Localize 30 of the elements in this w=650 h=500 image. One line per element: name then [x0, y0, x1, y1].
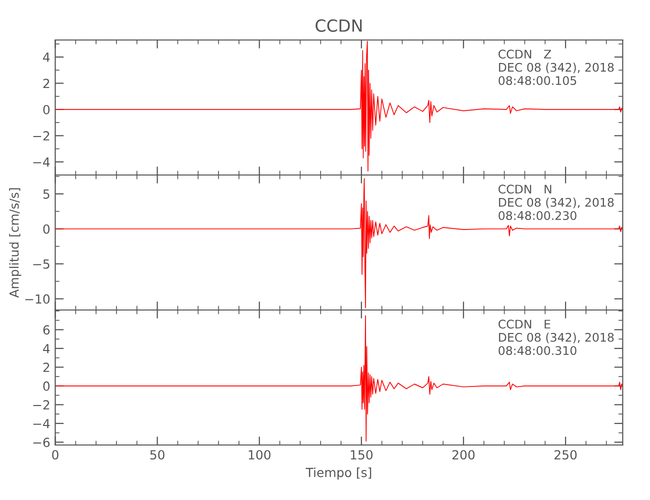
y-tick-label: −2: [33, 400, 50, 410]
x-tick-label: 0: [52, 450, 58, 460]
y-tick-label: 6: [43, 325, 50, 335]
y-tick-label: −2: [33, 131, 50, 140]
y-tick-label: 2: [43, 362, 50, 372]
y-tick-label: 5: [43, 190, 50, 199]
annotation: CCDN N DEC 08 (342), 2018 08:48:00.230: [498, 184, 614, 220]
y-axis-title: Amplitud [cm/s/s]: [9, 188, 22, 298]
x-tick-label: 50: [150, 450, 164, 460]
y-tick-label: 4: [43, 52, 50, 62]
x-tick-label: 100: [248, 450, 270, 460]
y-tick-label: 4: [43, 344, 50, 354]
chart-title: CCDN: [316, 19, 362, 32]
y-tick-label: 0: [43, 224, 50, 234]
x-tick-label: 200: [452, 450, 475, 460]
y-tick-label: −4: [33, 419, 50, 428]
y-tick-label: −5: [33, 259, 50, 269]
y-tick-label: −4: [33, 158, 50, 167]
y-tick-label: −6: [33, 438, 50, 448]
x-tick-label: 150: [350, 450, 373, 460]
y-tick-label: −10: [25, 294, 50, 304]
y-tick-label: 0: [43, 381, 50, 391]
y-tick-label: 2: [43, 78, 50, 88]
line-series: [55, 178, 623, 308]
annotation: CCDN Z DEC 08 (342), 2018 08:48:00.105: [498, 50, 614, 86]
x-tick-label: 250: [554, 450, 577, 460]
y-tick-label: 0: [43, 104, 50, 114]
annotation: CCDN E DEC 08 (342), 2018 08:48:00.310: [498, 320, 614, 356]
x-axis-title: Tiempo [s]: [306, 468, 372, 480]
line-series: [55, 315, 623, 442]
